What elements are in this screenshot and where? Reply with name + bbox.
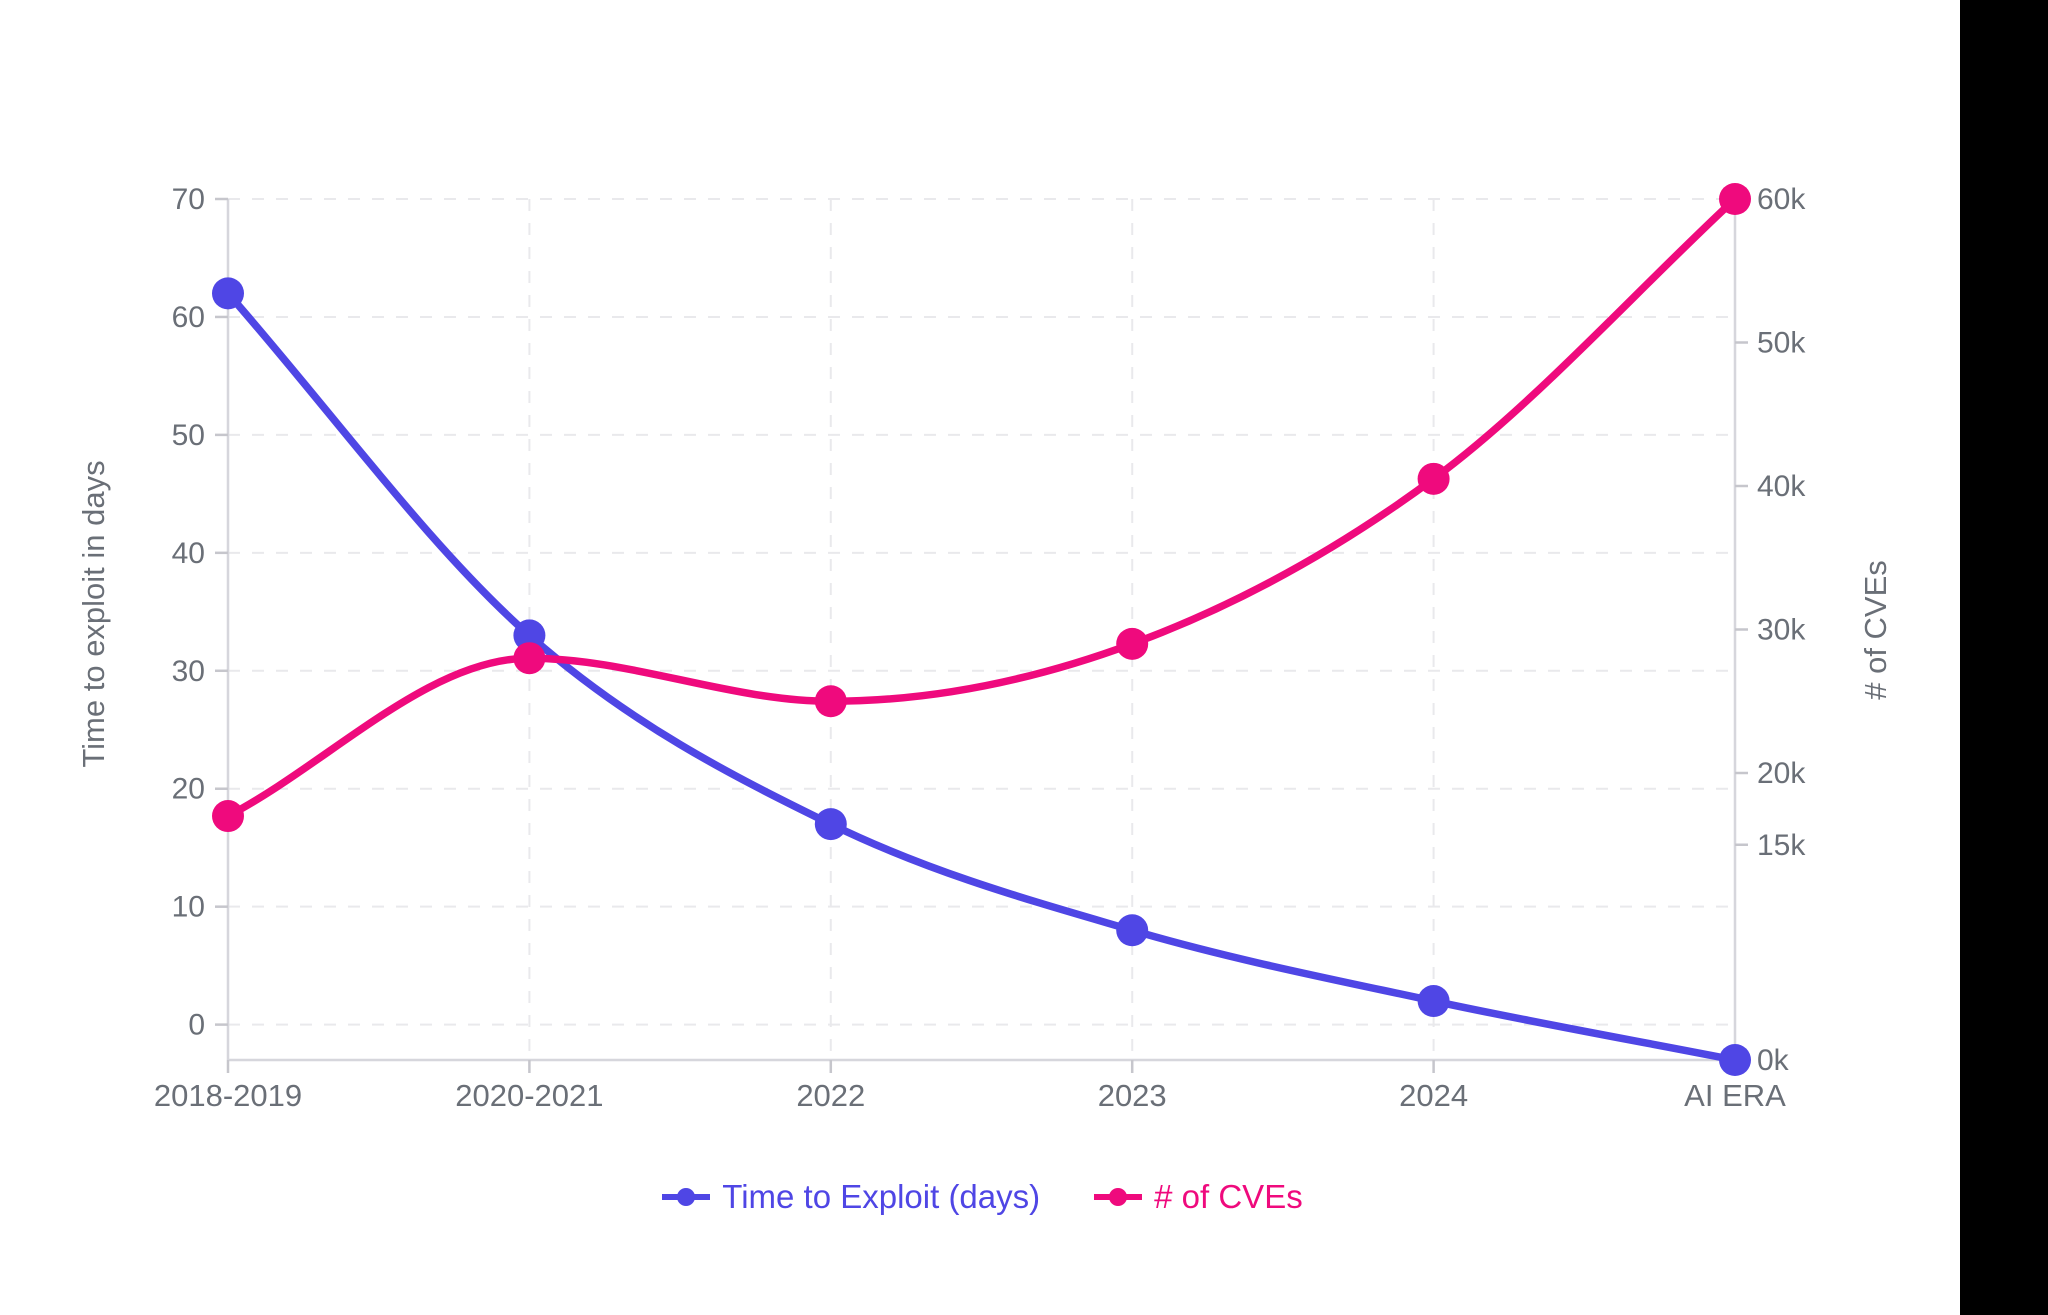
data-point xyxy=(814,685,847,718)
y-left-axis-title: Time to exploit in days xyxy=(76,460,111,767)
x-tick-label: 2024 xyxy=(1399,1078,1468,1113)
data-point xyxy=(1116,914,1149,947)
data-point xyxy=(212,277,244,310)
data-point xyxy=(1719,183,1751,215)
y-right-tick-label: 30k xyxy=(1757,614,1806,647)
y-right-axis-title: # of CVEs xyxy=(1858,560,1893,700)
data-point xyxy=(1417,462,1450,495)
chart-legend: Time to Exploit (days) # of CVEs xyxy=(228,1178,1735,1216)
x-tick-label: 2018-2019 xyxy=(154,1078,302,1113)
y-right-tick-label: 20k xyxy=(1757,757,1806,790)
y-right-tick-label: 40k xyxy=(1757,470,1806,503)
y-left-tick-label: 40 xyxy=(172,537,205,570)
legend-item-time-to-exploit: Time to Exploit (days) xyxy=(660,1178,1040,1216)
data-point xyxy=(513,642,546,675)
data-point xyxy=(1116,627,1149,660)
x-tick-label: 2020-2021 xyxy=(455,1078,603,1113)
y-left-tick-label: 60 xyxy=(172,301,205,334)
legend-label: Time to Exploit (days) xyxy=(722,1178,1041,1215)
data-point xyxy=(1719,1044,1751,1076)
legend-line-dot-icon xyxy=(1094,1188,1143,1206)
data-point xyxy=(1417,985,1450,1018)
data-point xyxy=(814,808,847,841)
y-left-tick-label: 30 xyxy=(172,655,205,688)
x-tick-label: 2023 xyxy=(1098,1078,1167,1113)
x-tick-label: 2022 xyxy=(796,1078,865,1113)
series-line-1 xyxy=(224,195,1739,820)
legend-line-dot-icon xyxy=(662,1188,711,1206)
legend-item-cves: # of CVEs xyxy=(1092,1178,1303,1216)
data-point xyxy=(212,800,244,833)
y-right-tick-label: 0k xyxy=(1757,1044,1790,1077)
y-left-tick-label: 70 xyxy=(172,183,205,216)
y-left-tick-label: 10 xyxy=(172,891,205,924)
y-left-tick-label: 20 xyxy=(172,773,205,806)
right-letterbox-bar xyxy=(1960,0,2048,1315)
data-point xyxy=(513,619,546,652)
y-right-tick-label: 50k xyxy=(1757,327,1806,360)
y-left-tick-label: 50 xyxy=(172,419,205,452)
y-right-tick-label: 15k xyxy=(1757,829,1806,862)
series-line-0 xyxy=(224,289,1739,1064)
y-left-tick-label: 0 xyxy=(188,1009,205,1042)
x-tick-label: AI ERA xyxy=(1684,1078,1786,1113)
legend-label: # of CVEs xyxy=(1154,1178,1303,1215)
y-right-tick-label: 60k xyxy=(1757,183,1806,216)
